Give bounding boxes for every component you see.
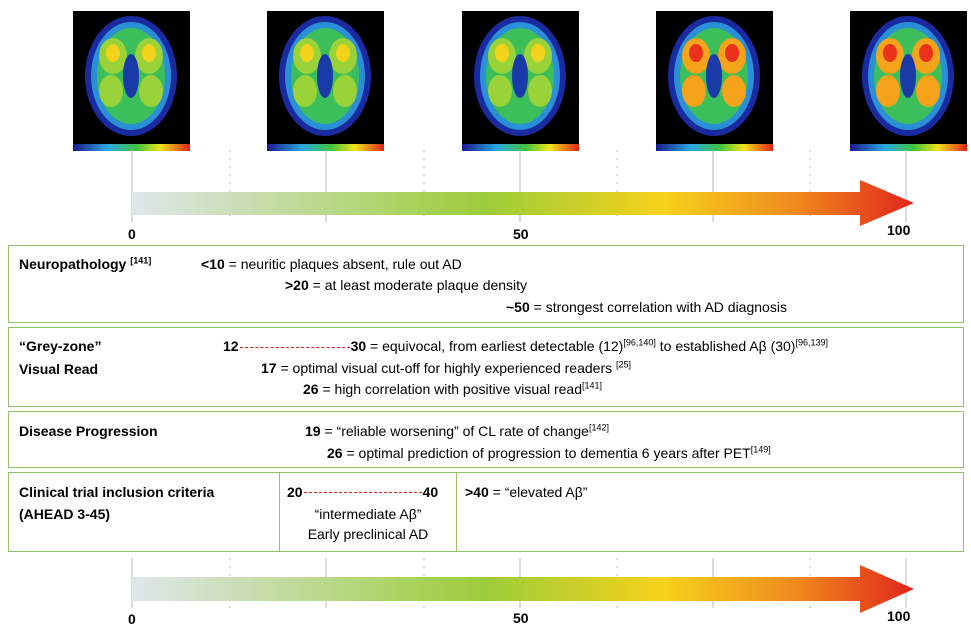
greyzone-line-1: 12 30 = equivocal, from earliest detectab… — [223, 337, 828, 354]
clinical-range-dash — [303, 492, 422, 494]
greyzone-line-3: 26 = high correlation with positive visu… — [303, 380, 603, 397]
greyzone-line-2: 17 = optimal visual cut-off for highly e… — [261, 359, 632, 376]
clinical-title-2: (AHEAD 3-45) — [19, 506, 111, 522]
preclinical-label: Early preclinical AD — [307, 525, 429, 542]
progression-line-2: 26 = optimal prediction of progression t… — [327, 444, 771, 461]
neuropathology-line-2: >20 = at least moderate plaque density — [285, 277, 528, 293]
greyzone-box: “Grey-zone” Visual Read 12 30 = equivocal… — [8, 327, 964, 407]
neuropathology-line-3: ~50 = strongest correlation with AD diag… — [506, 299, 787, 315]
greyzone-title-1: “Grey-zone” — [19, 338, 102, 354]
greyzone-title-2: Visual Read — [19, 361, 99, 377]
neuropathology-box: Neuropathology [141] <10 = neuritic plaq… — [8, 245, 964, 323]
bottom-centiloid-scale: 0 50 100 — [0, 552, 971, 628]
greyzone-range-dash — [239, 346, 350, 348]
brain-pet-scan-icon-0 — [73, 11, 190, 151]
progression-box: Disease Progression 19 = “reliable worse… — [8, 411, 964, 468]
neuropathology-title: Neuropathology [141] — [19, 255, 152, 272]
elevated-line: >40 = “elevated Aβ” — [465, 484, 588, 500]
brain-pet-scan-icon-3 — [656, 11, 773, 151]
bottom-scale-arrow — [131, 558, 914, 613]
brain-pet-scan-icon-2 — [462, 11, 579, 151]
gradient-arrow-bottom — [132, 565, 914, 613]
brain-pet-scan-icon-1 — [267, 11, 384, 151]
scale-label-0: 0 — [128, 226, 136, 242]
gradient-arrow — [132, 180, 914, 226]
clinical-title-1: Clinical trial inclusion criteria — [19, 484, 215, 500]
bottom-scale-label-100: 100 — [887, 608, 911, 624]
bottom-scale-label-50: 50 — [513, 610, 529, 626]
scale-label-50: 50 — [513, 226, 529, 242]
scale-label-100: 100 — [887, 222, 911, 238]
intermediate-subbox: 20 40 “intermediate Aβ” Early preclinical… — [279, 471, 457, 552]
top-centiloid-scale: 0 50 100 — [0, 150, 971, 245]
neuropathology-line-1: <10 = neuritic plaques absent, rule out … — [201, 256, 462, 272]
progression-title: Disease Progression — [19, 423, 158, 439]
progression-line-1: 19 = “reliable worsening” of CL rate of … — [305, 422, 609, 439]
clinical-range: 20 40 — [287, 483, 439, 500]
intermediate-label: “intermediate Aβ” — [314, 505, 422, 522]
brain-pet-scan-icon-4 — [850, 11, 967, 151]
top-scale-arrow — [131, 150, 914, 226]
clinical-trial-box: Clinical trial inclusion criteria (AHEAD… — [8, 471, 964, 552]
bottom-scale-label-0: 0 — [128, 611, 136, 627]
